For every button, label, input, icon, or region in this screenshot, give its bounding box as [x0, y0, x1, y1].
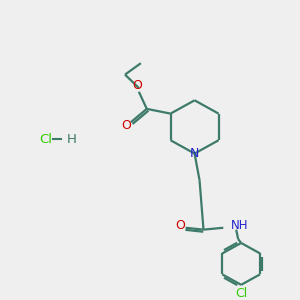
Text: NH: NH [231, 219, 249, 232]
Text: Cl: Cl [39, 133, 52, 146]
Text: O: O [175, 219, 185, 232]
Text: O: O [132, 79, 142, 92]
Text: O: O [121, 118, 131, 131]
Text: Cl: Cl [235, 287, 247, 300]
Text: H: H [67, 133, 77, 146]
Text: N: N [190, 147, 199, 160]
